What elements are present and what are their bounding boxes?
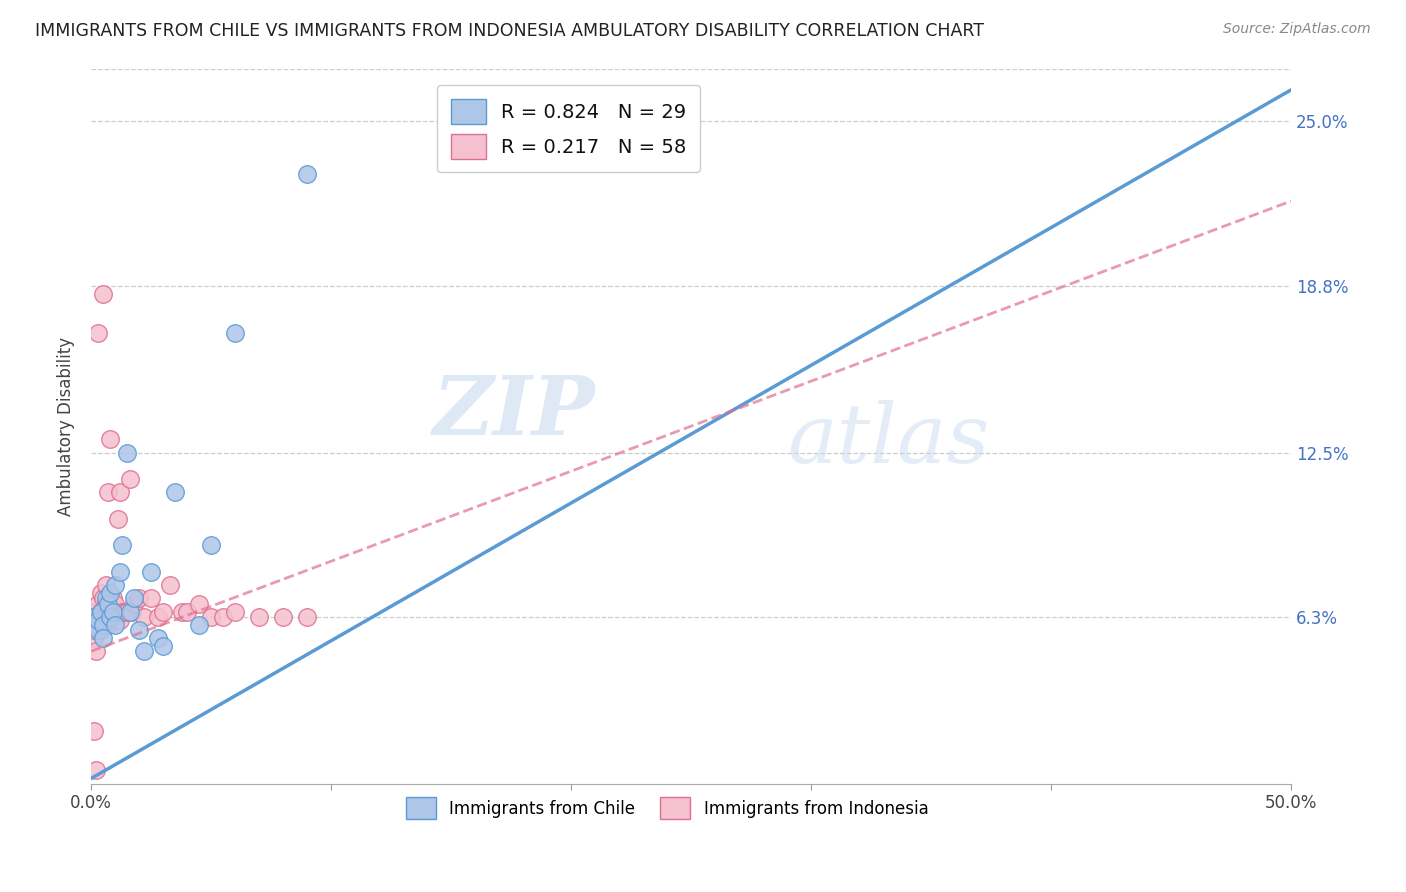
Point: [90, 605, 112, 619]
Point: [295, 610, 318, 624]
Point: [224, 326, 246, 341]
Point: [172, 605, 194, 619]
Point: [200, 538, 222, 552]
Point: [159, 578, 181, 592]
Point: [111, 605, 134, 619]
Point: [176, 605, 198, 619]
Point: [124, 597, 146, 611]
Point: [295, 168, 318, 182]
Point: [83, 623, 105, 637]
Point: [114, 605, 136, 619]
Point: [148, 610, 170, 624]
Point: [91, 631, 114, 645]
Point: [91, 286, 114, 301]
Point: [97, 485, 120, 500]
Point: [87, 597, 110, 611]
Point: [97, 605, 120, 619]
Point: [98, 610, 121, 624]
Point: [165, 485, 187, 500]
Point: [84, 617, 107, 632]
Point: [97, 597, 120, 611]
Point: [152, 639, 174, 653]
Y-axis label: Ambulatory Disability: Ambulatory Disability: [58, 336, 75, 516]
Point: [104, 597, 127, 611]
Point: [108, 613, 131, 627]
Point: [148, 631, 170, 645]
Point: [141, 591, 163, 606]
Point: [91, 591, 114, 606]
Point: [87, 617, 110, 632]
Point: [101, 605, 124, 619]
Point: [87, 613, 110, 627]
Point: [87, 623, 110, 637]
Point: [104, 617, 127, 632]
Point: [83, 631, 105, 645]
Point: [84, 613, 107, 627]
Point: [98, 605, 121, 619]
Point: [107, 512, 129, 526]
Text: Source: ZipAtlas.com: Source: ZipAtlas.com: [1223, 22, 1371, 37]
Point: [271, 610, 294, 624]
Point: [90, 605, 112, 619]
Point: [98, 433, 121, 447]
Point: [132, 644, 155, 658]
Point: [132, 610, 155, 624]
Point: [94, 610, 117, 624]
Point: [118, 605, 141, 619]
Text: IMMIGRANTS FROM CHILE VS IMMIGRANTS FROM INDONESIA AMBULATORY DISABILITY CORRELA: IMMIGRANTS FROM CHILE VS IMMIGRANTS FROM…: [35, 22, 984, 40]
Point: [87, 610, 110, 624]
Point: [83, 617, 105, 632]
Point: [104, 610, 127, 624]
Point: [83, 610, 105, 624]
Point: [91, 617, 114, 632]
Point: [94, 578, 117, 592]
Point: [83, 723, 105, 738]
Text: atlas: atlas: [787, 401, 990, 481]
Point: [94, 591, 117, 606]
Point: [128, 623, 150, 637]
Point: [94, 617, 117, 632]
Point: [108, 565, 131, 579]
Text: ZIP: ZIP: [433, 372, 595, 452]
Point: [91, 613, 114, 627]
Point: [84, 605, 107, 619]
Point: [84, 644, 107, 658]
Point: [128, 591, 150, 606]
Point: [188, 597, 211, 611]
Point: [91, 617, 114, 632]
Point: [104, 578, 127, 592]
Point: [84, 617, 107, 632]
Point: [101, 591, 124, 606]
Point: [84, 764, 107, 778]
Point: [224, 605, 246, 619]
Legend: Immigrants from Chile, Immigrants from Indonesia: Immigrants from Chile, Immigrants from I…: [399, 790, 935, 825]
Point: [152, 605, 174, 619]
Point: [111, 538, 134, 552]
Point: [98, 586, 121, 600]
Point: [247, 610, 270, 624]
Point: [87, 326, 110, 341]
Point: [108, 485, 131, 500]
Point: [97, 617, 120, 632]
Point: [188, 617, 211, 632]
Point: [118, 472, 141, 486]
Point: [121, 605, 143, 619]
Point: [200, 610, 222, 624]
Point: [90, 586, 112, 600]
Point: [212, 610, 235, 624]
Point: [98, 613, 121, 627]
Point: [115, 605, 138, 619]
Point: [94, 597, 117, 611]
Point: [101, 610, 124, 624]
Point: [124, 591, 146, 606]
Point: [90, 623, 112, 637]
Point: [115, 445, 138, 459]
Point: [141, 565, 163, 579]
